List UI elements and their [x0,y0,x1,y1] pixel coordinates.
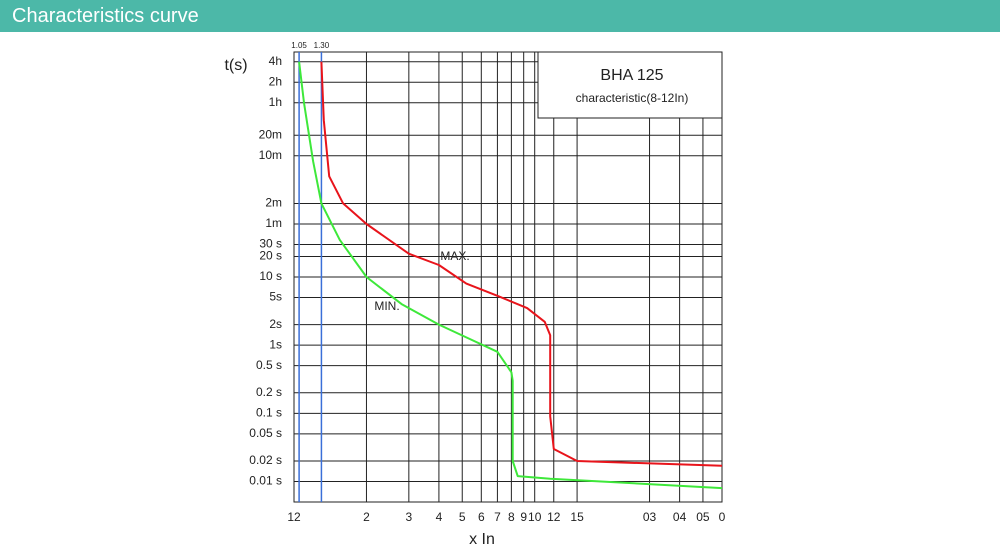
y-tick-label: 10m [259,148,282,162]
y-tick-label: 30 s [259,237,282,251]
y-tick-label: 1s [269,337,282,351]
x-tick-label: 04 [673,510,687,524]
y-axis-label: t(s) [224,57,247,74]
y-tick-label: 0.05 s [249,426,282,440]
x-tick-label: 9 [520,510,527,524]
curve [320,61,723,467]
x-tick-label: 4 [436,510,443,524]
y-tick-label: 0.5 s [256,358,282,372]
x-tick-label: 10 [528,510,542,524]
curve-label: MAX. [440,249,469,263]
y-tick-label: 4h [269,54,282,68]
y-tick-label: 20 s [259,249,282,263]
y-tick-label: 0.1 s [256,405,282,419]
x-tick-label: 15 [570,510,584,524]
x-tick-label: 6 [478,510,485,524]
marker-label: 1.30 [314,41,330,50]
y-tick-label: 5s [269,290,282,304]
x-tick-label: 03 [643,510,657,524]
y-tick-label: 0.02 s [249,453,282,467]
header-bar: Characteristics curve [0,0,1000,32]
plot-frame [293,51,723,503]
x-tick-label: 0 [719,510,726,524]
y-tick-label: 20m [259,127,282,141]
y-tick-label: 2m [265,196,282,210]
y-tick-label: 0.01 s [249,474,282,488]
x-axis-label: x In [469,531,495,548]
x-tick-label: 3 [405,510,412,524]
x-tick-label: 7 [494,510,501,524]
x-tick-label: 12 [287,510,301,524]
title-box [537,51,723,119]
y-tick-label: 1h [269,95,282,109]
chart-subtitle: characteristic(8-12In) [576,91,689,105]
header-title: Characteristics curve [12,5,199,27]
x-tick-label: 05 [696,510,710,524]
y-tick-label: 2h [269,74,282,88]
curve [298,61,723,490]
y-tick-label: 10 s [259,269,282,283]
y-tick-label: 1m [265,216,282,230]
marker-label: 1.05 [291,41,307,50]
x-tick-label: 5 [459,510,466,524]
x-tick-label: 12 [547,510,561,524]
x-tick-label: 8 [508,510,515,524]
chart-title: BHA 125 [600,67,663,84]
x-tick-label: 2 [363,510,370,524]
y-tick-label: 0.2 s [256,385,282,399]
y-tick-label: 2s [269,317,282,331]
curve-label: MIN. [374,299,399,313]
